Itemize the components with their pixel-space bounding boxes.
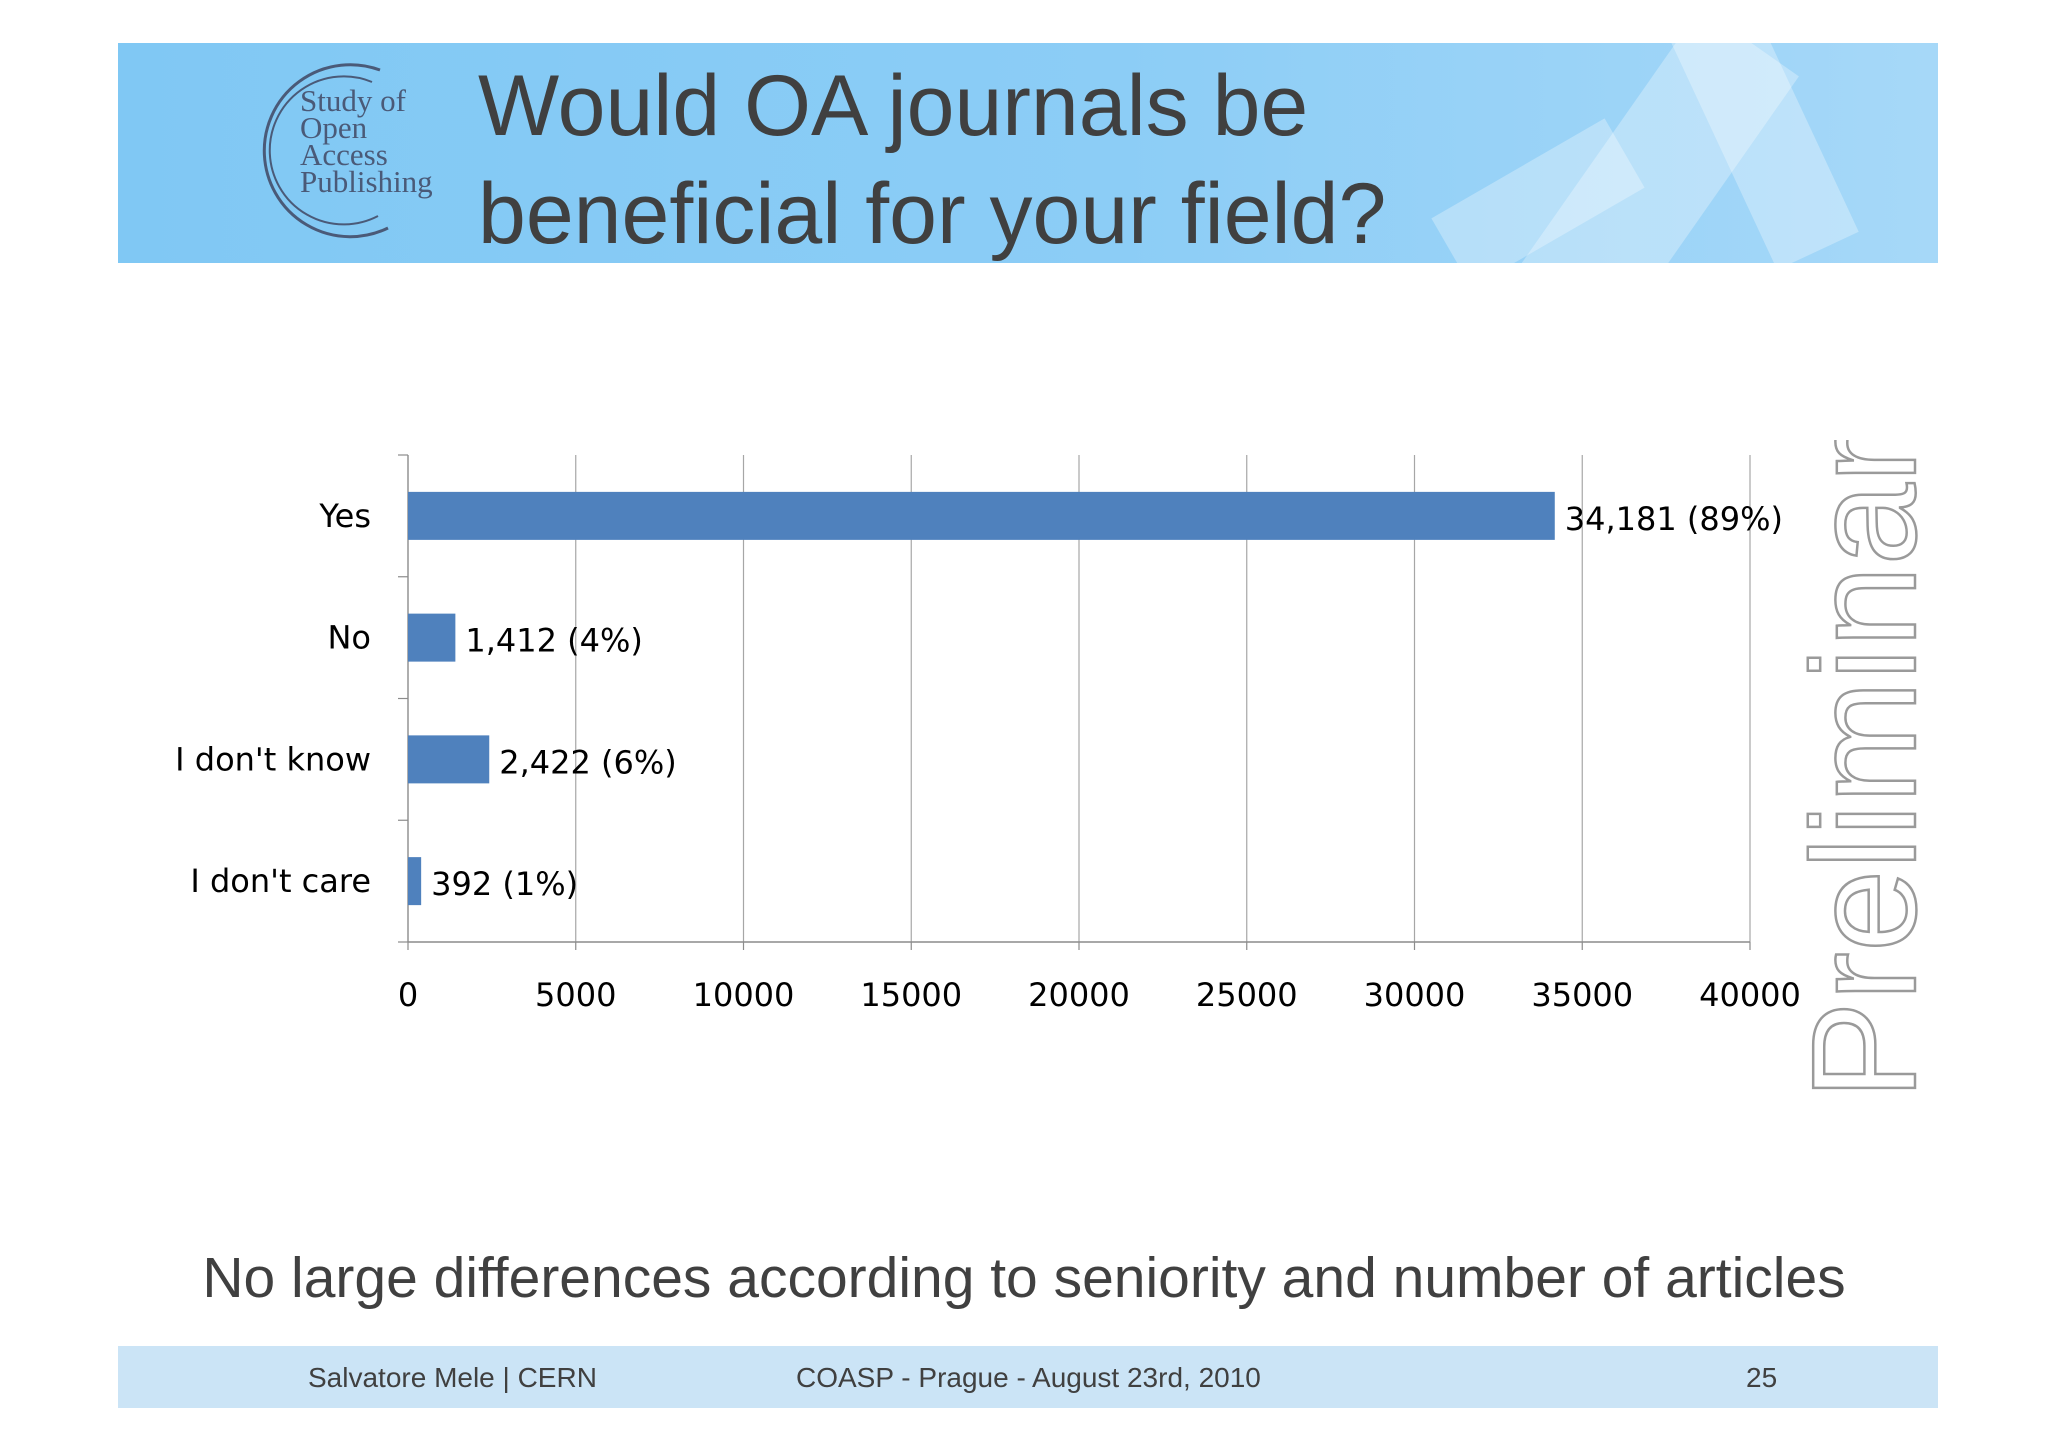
category-label: Yes xyxy=(318,497,371,535)
slide-title: Would OA journals be beneficial for your… xyxy=(478,52,1386,268)
x-tick-label: 5000 xyxy=(535,976,616,1014)
category-label: I don't know xyxy=(175,740,371,778)
x-tick-label: 40000 xyxy=(1699,976,1801,1014)
title-banner xyxy=(118,43,1938,263)
logo-line-1: Study of xyxy=(300,83,406,118)
logo-arc-icon xyxy=(262,63,389,239)
x-tick-label: 35000 xyxy=(1531,976,1633,1014)
bar xyxy=(408,491,1555,540)
x-tick-label: 20000 xyxy=(1028,976,1130,1014)
data-label: 2,422 (6%) xyxy=(499,743,677,781)
bar xyxy=(408,735,490,784)
summary-text: No large differences according to senior… xyxy=(202,1246,1846,1310)
logo-line-2: Open xyxy=(300,110,368,145)
data-label: 34,181 (89%) xyxy=(1565,500,1783,538)
oasp-logo: Study of Open Access Publishing xyxy=(262,62,442,242)
data-label: 392 (1%) xyxy=(431,865,578,903)
x-tick-label: 30000 xyxy=(1364,976,1466,1014)
x-tick-label: 25000 xyxy=(1196,976,1298,1014)
bar xyxy=(408,613,456,662)
title-line-1: Would OA journals be xyxy=(478,58,1309,154)
category-label: I don't care xyxy=(190,862,371,900)
footer-bar: Salvatore Mele | CERN COASP - Prague - A… xyxy=(118,1346,1938,1408)
x-tick-label: 10000 xyxy=(693,976,795,1014)
x-tick-label: 15000 xyxy=(860,976,962,1014)
logo-line-3: Access xyxy=(300,137,388,172)
title-line-2: beneficial for your field? xyxy=(478,166,1387,262)
data-label: 1,412 (4%) xyxy=(465,622,643,660)
x-tick-label: 0 xyxy=(398,976,418,1014)
logo-line-4: Publishing xyxy=(300,164,433,199)
footer-event: COASP - Prague - August 23rd, 2010 xyxy=(796,1362,1261,1393)
category-label: No xyxy=(327,619,371,657)
bar xyxy=(408,857,422,906)
footer-page-number: 25 xyxy=(1746,1362,1778,1393)
watermark-text: Preliminary xyxy=(1782,440,1947,1100)
footer-author: Salvatore Mele | CERN xyxy=(308,1362,597,1393)
watermark: Preliminary xyxy=(1781,440,1949,1101)
